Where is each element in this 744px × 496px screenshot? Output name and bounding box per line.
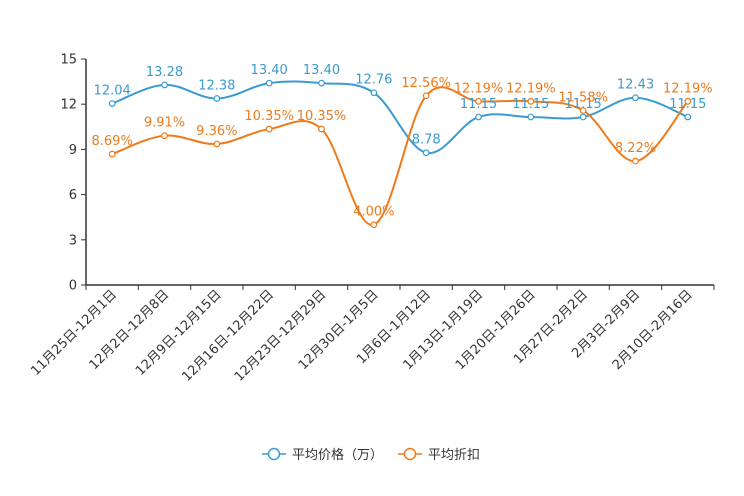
series-1-point[interactable] <box>684 97 692 105</box>
legend-label: 平均价格（万） <box>292 447 383 463</box>
series-0-point[interactable] <box>318 79 325 87</box>
series-1-data-label: 12.19% <box>663 81 713 96</box>
series-1-point[interactable] <box>318 125 325 133</box>
y-tick-label: 12 <box>60 98 77 113</box>
y-tick-label: 6 <box>69 188 77 203</box>
series-1-point[interactable] <box>265 125 273 133</box>
series-1-data-label: 12.19% <box>454 81 504 96</box>
series-1-point[interactable] <box>632 157 639 165</box>
series-1-data-label: 8.69% <box>92 134 133 149</box>
series-1-point[interactable] <box>475 97 482 105</box>
y-tick-label: 3 <box>69 233 77 248</box>
x-tick-label: 12月16日-12月22日 <box>180 287 277 384</box>
series-1-point[interactable] <box>213 140 221 148</box>
legend[interactable]: 平均价格（万） 平均折扣 <box>262 447 480 463</box>
series-0-point[interactable] <box>108 100 116 107</box>
series-1-point[interactable] <box>370 221 378 229</box>
series-1-data-label: 11.58% <box>558 91 608 106</box>
series-0-point[interactable] <box>370 89 378 97</box>
series-points <box>108 79 692 229</box>
series-1-data-label: 10.35% <box>297 109 347 124</box>
series-1-point[interactable] <box>161 132 168 140</box>
series-0-point[interactable] <box>161 81 168 89</box>
series-1-data-label: 9.91% <box>144 116 185 131</box>
series-1-point[interactable] <box>579 107 587 114</box>
series-0-point[interactable] <box>265 79 273 87</box>
series-0-data-label: 13.28 <box>146 65 183 80</box>
series-1-data-label: 12.19% <box>506 81 556 96</box>
legend-marker-icon <box>267 447 281 461</box>
series-0-point[interactable] <box>632 94 639 102</box>
series-0-data-label: 12.04 <box>94 84 131 99</box>
y-tick-label: 15 <box>60 53 77 68</box>
series-1-data-label: 9.36% <box>196 124 237 139</box>
x-tick-label: 11月25日-12月1日 <box>28 287 120 379</box>
series-0-data-label: 13.40 <box>251 63 288 78</box>
series-0-point[interactable] <box>579 113 587 121</box>
y-tick-label: 0 <box>69 279 77 294</box>
x-tick-label: 12月23日-12月29日 <box>232 287 329 384</box>
legend-item-1[interactable]: 平均折扣 <box>398 447 480 463</box>
series-0-point[interactable] <box>422 149 430 157</box>
series-0-data-label: 8.78 <box>412 133 441 148</box>
series-0-data-label: 12.43 <box>617 78 654 93</box>
series-1-data-label: 10.35% <box>244 109 294 124</box>
series-0-point[interactable] <box>527 113 535 121</box>
series-1-data-label: 4.00% <box>353 205 394 220</box>
series-0-data-label: 13.40 <box>303 63 340 78</box>
series-1-point[interactable] <box>422 92 430 100</box>
series-0-data-label: 11.15 <box>512 97 549 112</box>
series-0-data-label: 11.15 <box>669 97 706 112</box>
series-1-point[interactable] <box>108 150 116 158</box>
legend-label: 平均折扣 <box>428 448 480 463</box>
series-0-point[interactable] <box>684 113 692 121</box>
series-1-point[interactable] <box>527 97 535 105</box>
series-0-point[interactable] <box>475 113 482 121</box>
series-0-point[interactable] <box>213 95 221 102</box>
legend-marker-icon <box>403 447 417 461</box>
series-1-data-label: 8.22% <box>615 141 656 156</box>
legend-item-0[interactable]: 平均价格（万） <box>262 447 383 463</box>
series-0-data-label: 11.15 <box>460 97 497 112</box>
series-0-data-label: 12.76 <box>355 73 392 88</box>
series-1-data-label: 12.56% <box>401 76 451 91</box>
series-0-data-label: 11.15 <box>565 97 602 112</box>
series-0-data-label: 12.38 <box>198 78 235 93</box>
y-tick-label: 9 <box>69 143 77 158</box>
